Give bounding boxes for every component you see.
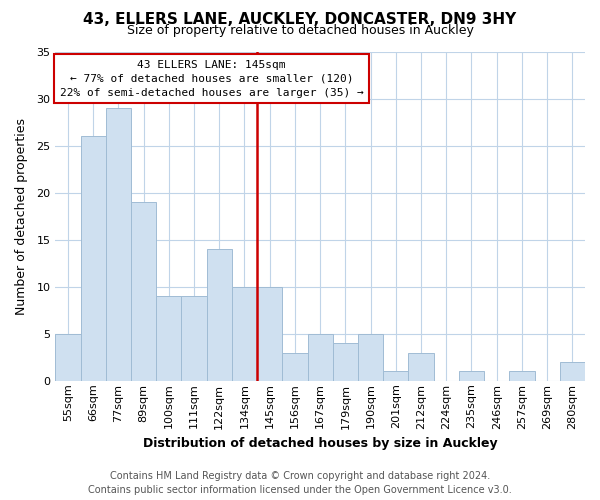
Bar <box>333 343 358 381</box>
Bar <box>358 334 383 381</box>
Bar <box>232 286 257 381</box>
Bar <box>308 334 333 381</box>
X-axis label: Distribution of detached houses by size in Auckley: Distribution of detached houses by size … <box>143 437 497 450</box>
Bar <box>181 296 206 381</box>
Bar <box>156 296 181 381</box>
Bar <box>55 334 80 381</box>
Bar <box>283 352 308 381</box>
Bar <box>206 249 232 381</box>
Text: Contains HM Land Registry data © Crown copyright and database right 2024.
Contai: Contains HM Land Registry data © Crown c… <box>88 471 512 495</box>
Y-axis label: Number of detached properties: Number of detached properties <box>15 118 28 314</box>
Text: Size of property relative to detached houses in Auckley: Size of property relative to detached ho… <box>127 24 473 37</box>
Bar <box>131 202 156 381</box>
Bar <box>257 286 283 381</box>
Bar <box>80 136 106 381</box>
Bar <box>459 372 484 381</box>
Text: 43, ELLERS LANE, AUCKLEY, DONCASTER, DN9 3HY: 43, ELLERS LANE, AUCKLEY, DONCASTER, DN9… <box>83 12 517 28</box>
Bar <box>383 372 409 381</box>
Bar <box>560 362 585 381</box>
Text: 43 ELLERS LANE: 145sqm
← 77% of detached houses are smaller (120)
22% of semi-de: 43 ELLERS LANE: 145sqm ← 77% of detached… <box>60 60 364 98</box>
Bar <box>409 352 434 381</box>
Bar <box>106 108 131 381</box>
Bar <box>509 372 535 381</box>
